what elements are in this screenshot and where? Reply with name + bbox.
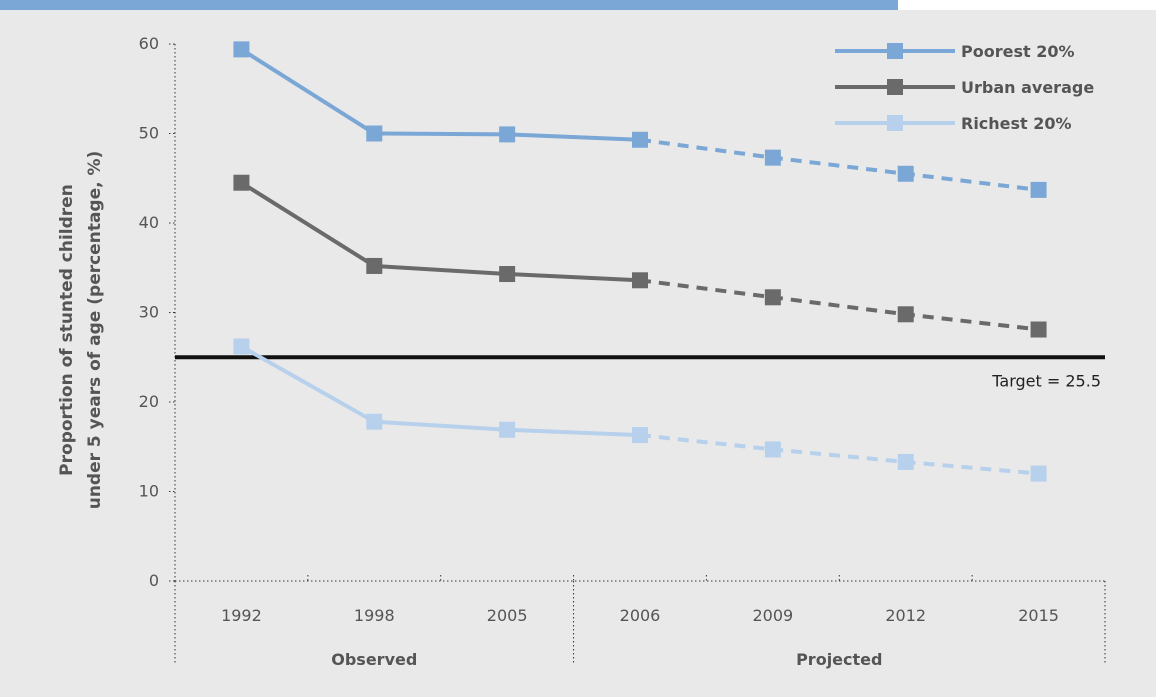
- target-line-layer: Target = 25.5: [175, 355, 1105, 390]
- data-point-marker: [366, 125, 383, 142]
- series-line-observed: [240, 47, 641, 142]
- data-point-marker: [897, 453, 914, 470]
- data-point-marker: [897, 306, 914, 323]
- y-tick-label: 50: [139, 124, 159, 143]
- x-tick-label: 2005: [487, 606, 528, 625]
- y-tick-label: 0: [149, 571, 159, 590]
- y-tick-label: 10: [139, 482, 159, 501]
- x-tick-label: 2015: [1018, 606, 1059, 625]
- series-poorest-20: [233, 41, 1047, 198]
- data-point-marker: [233, 174, 250, 191]
- legend: Poorest 20% Urban average Richest 20%: [835, 42, 1094, 133]
- x-group-label: Projected: [796, 650, 882, 669]
- legend-marker: [887, 43, 903, 59]
- y-tick-label: 40: [139, 213, 159, 232]
- data-point-marker: [233, 41, 250, 58]
- x-tick-label: 1992: [221, 606, 262, 625]
- series-layer: [233, 41, 1047, 482]
- x-group-label: Observed: [331, 650, 417, 669]
- data-point-marker: [632, 427, 648, 444]
- x-tick-label: 2012: [885, 606, 926, 625]
- series-richest-20: [233, 338, 1047, 482]
- data-point-marker: [897, 165, 914, 182]
- legend-label: Poorest 20%: [961, 42, 1075, 61]
- legend-label: Urban average: [961, 78, 1094, 97]
- data-point-marker: [499, 126, 516, 143]
- y-axis-label-line-2: under 5 years of age (percentage, %): [85, 151, 105, 510]
- data-point-marker: [1030, 465, 1047, 482]
- series-line-observed: [240, 344, 641, 438]
- series-line-observed: [240, 181, 641, 283]
- chart-background: [0, 10, 1156, 697]
- series-line-projected: [639, 278, 1039, 332]
- x-tick-label: 2006: [620, 606, 661, 625]
- data-point-marker: [764, 149, 781, 166]
- data-point-marker: [499, 421, 516, 438]
- x-tick-label: 1998: [354, 606, 395, 625]
- legend-marker: [887, 79, 903, 95]
- data-point-marker: [366, 257, 383, 274]
- data-point-marker: [366, 413, 383, 430]
- target-label: Target = 25.5: [991, 371, 1101, 390]
- legend-item: Poorest 20%: [835, 42, 1075, 61]
- top-accent-bar: [0, 0, 898, 10]
- data-point-marker: [632, 272, 648, 289]
- x-tick-label: 2009: [752, 606, 793, 625]
- legend-item: Urban average: [835, 78, 1094, 97]
- y-axis-label: Proportion of stunted children under 5 y…: [57, 151, 105, 510]
- y-tick-label: 60: [139, 34, 159, 53]
- legend-label: Richest 20%: [961, 114, 1072, 133]
- data-point-marker: [499, 266, 516, 283]
- y-tick-label: 30: [139, 303, 159, 322]
- data-point-marker: [1030, 321, 1047, 338]
- axes: 0 10 20 30 40 50 60 1992 1998 2005 2006 2009 2012 201…: [139, 34, 1106, 669]
- series-line-projected: [639, 433, 1039, 476]
- data-point-marker: [233, 338, 250, 355]
- legend-marker: [887, 115, 903, 131]
- data-point-marker: [764, 441, 781, 458]
- data-point-marker: [764, 289, 781, 306]
- y-axis-label-line-1: Proportion of stunted children: [57, 184, 77, 476]
- data-point-marker: [1030, 181, 1047, 198]
- legend-item: Richest 20%: [835, 114, 1072, 133]
- series-urban-average: [233, 174, 1047, 338]
- y-tick-label: 20: [139, 392, 159, 411]
- data-point-marker: [632, 131, 648, 148]
- series-line-projected: [639, 137, 1039, 192]
